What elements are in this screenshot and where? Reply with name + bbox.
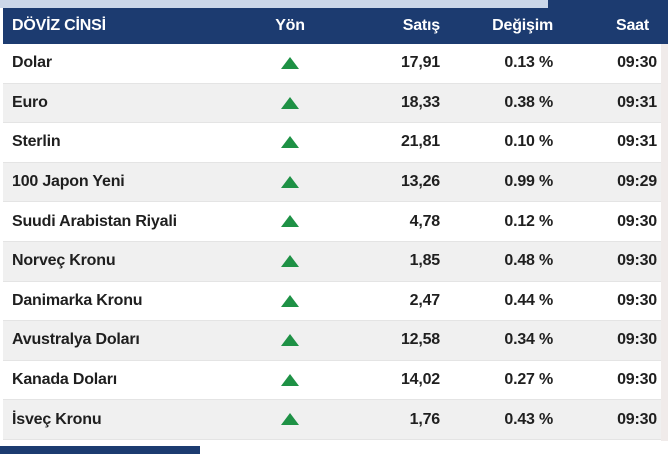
change-percent: 0.38 % xyxy=(504,93,553,111)
sell-price: 12,58 xyxy=(400,331,440,349)
direction-cell xyxy=(240,371,340,389)
top-strip-navy-corner xyxy=(548,0,668,8)
currency-name: İsveç Kronu xyxy=(12,410,102,428)
table-row: Dolar 17,91 0.13 % 09:30 xyxy=(3,44,661,84)
vertical-scrollbar-track xyxy=(661,44,668,441)
header-cell-doviz-cinsi: DÖVİZ CİNSİ xyxy=(12,17,106,34)
up-triangle-icon xyxy=(281,175,299,188)
sell-price: 14,02 xyxy=(400,371,440,389)
up-triangle-icon xyxy=(281,294,299,307)
direction-cell xyxy=(240,292,340,310)
change-percent: 0.10 % xyxy=(504,133,553,151)
time-value: 09:30 xyxy=(617,252,657,270)
currency-name: Sterlin xyxy=(12,133,61,151)
up-triangle-icon xyxy=(281,334,299,347)
currency-name: Dolar xyxy=(12,54,52,72)
change-percent: 0.13 % xyxy=(504,54,553,72)
sell-price: 17,91 xyxy=(400,54,440,72)
currency-name: Euro xyxy=(12,93,48,111)
table-row: Suudi Arabistan Riyali 4,78 0.12 % 09:30 xyxy=(3,202,661,242)
currency-name: Danimarka Kronu xyxy=(12,291,143,309)
change-percent: 0.44 % xyxy=(504,291,553,309)
up-triangle-icon xyxy=(281,136,299,149)
change-percent: 0.48 % xyxy=(504,252,553,270)
currency-name: Kanada Doları xyxy=(12,371,117,389)
direction-cell xyxy=(240,173,340,191)
table-row: İsveç Kronu 1,76 0.43 % 09:30 xyxy=(3,400,661,440)
table-row: Sterlin 21,81 0.10 % 09:31 xyxy=(3,123,661,163)
time-value: 09:30 xyxy=(617,212,657,230)
sell-price: 1,85 xyxy=(409,252,441,270)
table-row: Avustralya Doları 12,58 0.34 % 09:30 xyxy=(3,321,661,361)
sell-price: 18,33 xyxy=(400,93,440,111)
up-triangle-icon xyxy=(281,57,299,70)
table-row: 100 Japon Yeni 13,26 0.99 % 09:29 xyxy=(3,162,661,203)
top-strip xyxy=(0,0,668,8)
change-percent: 0.99 % xyxy=(504,173,553,191)
direction-cell xyxy=(240,252,340,270)
table-row: Kanada Doları 14,02 0.27 % 09:30 xyxy=(3,360,661,401)
table-row: Euro 18,33 0.38 % 09:31 xyxy=(3,83,661,124)
time-value: 09:29 xyxy=(617,173,657,191)
table-header: DÖVİZ CİNSİ Yön Satış Değişim Saat xyxy=(3,8,668,44)
sell-price: 2,47 xyxy=(409,291,441,309)
sell-price: 4,78 xyxy=(409,212,441,230)
time-value: 09:30 xyxy=(617,410,657,428)
direction-cell xyxy=(240,54,340,72)
change-percent: 0.12 % xyxy=(504,212,553,230)
change-percent: 0.27 % xyxy=(504,371,553,389)
up-triangle-icon xyxy=(281,96,299,109)
sell-price: 13,26 xyxy=(400,173,440,191)
horizontal-scrollbar-thumb[interactable] xyxy=(0,446,200,454)
sell-price: 1,76 xyxy=(409,410,441,428)
change-percent: 0.34 % xyxy=(504,331,553,349)
header-cell-degisim: Değişim xyxy=(492,17,553,34)
currency-name: Avustralya Doları xyxy=(12,331,140,349)
currency-name: 100 Japon Yeni xyxy=(12,173,125,191)
header-cell-yon: Yön xyxy=(275,17,305,34)
time-value: 09:31 xyxy=(617,93,657,111)
direction-cell xyxy=(240,331,340,349)
direction-cell xyxy=(240,213,340,231)
direction-cell xyxy=(240,133,340,151)
table-row: Danimarka Kronu 2,47 0.44 % 09:30 xyxy=(3,281,661,322)
header-cell-saat: Saat xyxy=(616,17,649,34)
up-triangle-icon xyxy=(281,373,299,386)
change-percent: 0.43 % xyxy=(504,410,553,428)
header-cell-satis: Satış xyxy=(402,17,440,34)
table-row: Norveç Kronu 1,85 0.48 % 09:30 xyxy=(3,241,661,282)
up-triangle-icon xyxy=(281,215,299,228)
time-value: 09:30 xyxy=(617,331,657,349)
up-triangle-icon xyxy=(281,413,299,426)
direction-cell xyxy=(240,94,340,112)
direction-cell xyxy=(240,411,340,429)
time-value: 09:30 xyxy=(617,371,657,389)
sell-price: 21,81 xyxy=(400,133,440,151)
time-value: 09:30 xyxy=(617,54,657,72)
time-value: 09:31 xyxy=(617,133,657,151)
table-body: Dolar 17,91 0.13 % 09:30 Euro 18,33 0.38… xyxy=(3,44,661,440)
up-triangle-icon xyxy=(281,255,299,268)
currency-name: Norveç Kronu xyxy=(12,252,116,270)
currency-name: Suudi Arabistan Riyali xyxy=(12,212,177,230)
time-value: 09:30 xyxy=(617,291,657,309)
